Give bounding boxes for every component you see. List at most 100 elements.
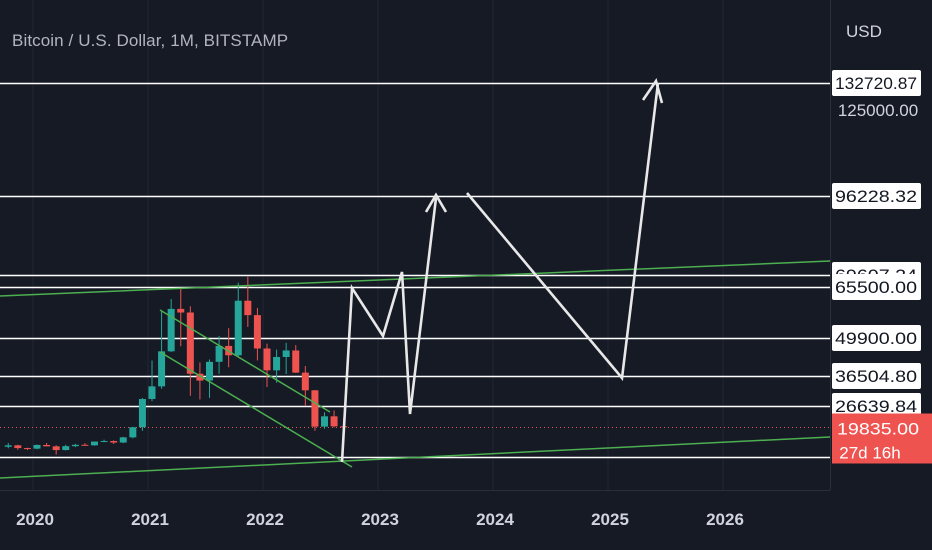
candle[interactable] [43, 443, 51, 447]
candle-body [282, 350, 290, 358]
price-level-tag[interactable]: 26639.84 [832, 393, 921, 419]
price-level-tag-bg [832, 183, 921, 209]
drawings-layer [0, 77, 831, 479]
candle[interactable] [196, 362, 204, 400]
candle-body [292, 350, 300, 373]
price-level-tag-text: 132720.87 [835, 74, 917, 93]
candle-body [206, 361, 213, 381]
lower-channel-trendline[interactable] [0, 436, 831, 479]
candle[interactable] [91, 441, 98, 446]
price-level-tag-text: 96228.32 [835, 187, 917, 206]
candle[interactable] [52, 445, 60, 455]
candle-body [81, 444, 89, 446]
candle[interactable] [129, 426, 137, 439]
price-level-tag[interactable]: 36504.80 [832, 363, 921, 389]
candle[interactable] [110, 440, 118, 445]
projection-path-2[interactable] [466, 82, 660, 382]
candle[interactable] [234, 282, 242, 357]
last-price-tag[interactable]: 19835.00 27d 16h [832, 413, 932, 464]
price-level-tag-bg [832, 393, 921, 419]
candle[interactable] [81, 443, 89, 446]
candle-body [158, 351, 166, 387]
upper-channel-trendline[interactable] [0, 260, 831, 297]
candle[interactable] [186, 306, 194, 396]
year-tick-label: 2024 [476, 510, 514, 529]
candle[interactable] [253, 307, 261, 361]
candle[interactable] [4, 443, 12, 449]
candle-countdown: 27d 16h [839, 444, 900, 463]
candle-body [110, 441, 118, 443]
year-tick-label: 2022 [246, 510, 284, 529]
candle[interactable] [273, 349, 281, 383]
candle-body [263, 348, 271, 371]
candle[interactable] [215, 336, 223, 374]
candle-body [33, 444, 41, 449]
projection-path-1[interactable] [340, 197, 438, 463]
candle-body [273, 357, 281, 371]
price-tick-label: 125000.00 [838, 101, 918, 120]
price-level-tag[interactable]: 65500.00 [832, 274, 921, 300]
price-level-tag-bg [832, 363, 921, 389]
candle-body [186, 312, 194, 374]
candle[interactable] [158, 310, 166, 389]
candle-body [14, 445, 22, 449]
year-tick-label: 2026 [706, 510, 744, 529]
candle[interactable] [167, 299, 175, 352]
candle-body [100, 441, 108, 443]
candle[interactable] [119, 436, 127, 444]
candle[interactable] [301, 366, 309, 406]
candle[interactable] [138, 397, 146, 431]
candle-body [23, 448, 31, 450]
price-level-tag-bg [832, 325, 921, 351]
grid-layer [32, 0, 724, 490]
price-level-tag[interactable]: 132720.87 [832, 70, 921, 96]
year-tick-label: 2025 [591, 510, 629, 529]
candle[interactable] [282, 342, 290, 375]
last-price-value: 19835.00 [837, 420, 919, 439]
candle[interactable] [71, 443, 79, 448]
candle-body [215, 345, 223, 362]
candle-body [52, 446, 60, 451]
projection-arrowhead-1 [424, 192, 448, 213]
wedge-bottom-trendline[interactable] [159, 351, 353, 468]
candle-body [301, 372, 309, 391]
symbol-title[interactable]: Bitcoin / U.S. Dollar, 1M, BITSTAMP [12, 31, 289, 50]
candle-body [4, 445, 12, 447]
wedge-top-trendline[interactable] [159, 309, 331, 413]
candle[interactable] [23, 447, 31, 451]
candle[interactable] [177, 288, 185, 347]
candle-body [167, 308, 175, 352]
price-level-tag[interactable]: 49900.00 [832, 325, 921, 351]
candle[interactable] [263, 343, 271, 387]
price-level-tag-text: 65500.00 [835, 278, 917, 297]
candle[interactable] [321, 412, 328, 429]
candle-body [43, 444, 51, 447]
price-level-tag[interactable]: 96228.32 [832, 183, 921, 209]
candle-body [321, 416, 328, 427]
candle-body [196, 373, 204, 381]
candle[interactable] [206, 359, 213, 398]
candle-body [311, 390, 319, 427]
candle[interactable] [311, 390, 319, 431]
year-tick-label: 2021 [131, 510, 169, 529]
candles-layer [4, 276, 348, 455]
currency-label[interactable]: USD [846, 22, 882, 41]
candle[interactable] [33, 444, 41, 450]
candle[interactable] [330, 410, 338, 428]
candle-body [148, 386, 156, 399]
candle[interactable] [100, 439, 108, 443]
candle-body [177, 308, 185, 313]
last-price-tag-bg [832, 413, 932, 464]
candle-body [129, 427, 137, 438]
candle[interactable] [14, 444, 22, 450]
time-scale-panel[interactable] [0, 490, 932, 550]
price-level-tag-bg [832, 274, 921, 300]
candle[interactable] [148, 360, 156, 402]
year-tick-label: 2023 [361, 510, 399, 529]
candle[interactable] [292, 345, 300, 373]
candle-body [119, 437, 127, 443]
candle-body [138, 398, 146, 428]
candle[interactable] [62, 444, 70, 451]
